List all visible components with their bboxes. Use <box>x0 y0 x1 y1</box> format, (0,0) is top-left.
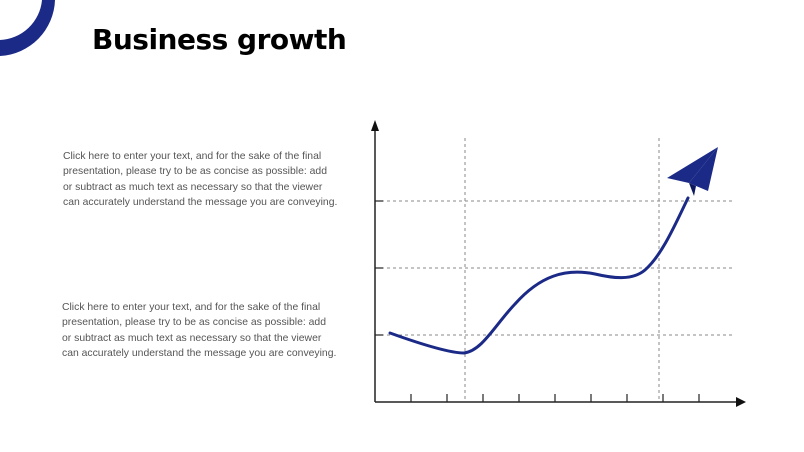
page-title: Business growth <box>92 23 347 56</box>
axis-ticks <box>375 200 700 402</box>
body-text-2[interactable]: Click here to enter your text, and for t… <box>62 302 337 360</box>
paper-plane-icon <box>667 147 718 196</box>
grid-lines <box>375 138 735 402</box>
axes <box>374 130 738 403</box>
y-axis-arrowhead <box>371 120 379 131</box>
x-axis-arrowhead <box>736 397 746 407</box>
corner-arc-decoration <box>0 0 55 56</box>
body-text-1[interactable]: Click here to enter your text, and for t… <box>63 151 338 209</box>
growth-curve <box>388 196 690 355</box>
